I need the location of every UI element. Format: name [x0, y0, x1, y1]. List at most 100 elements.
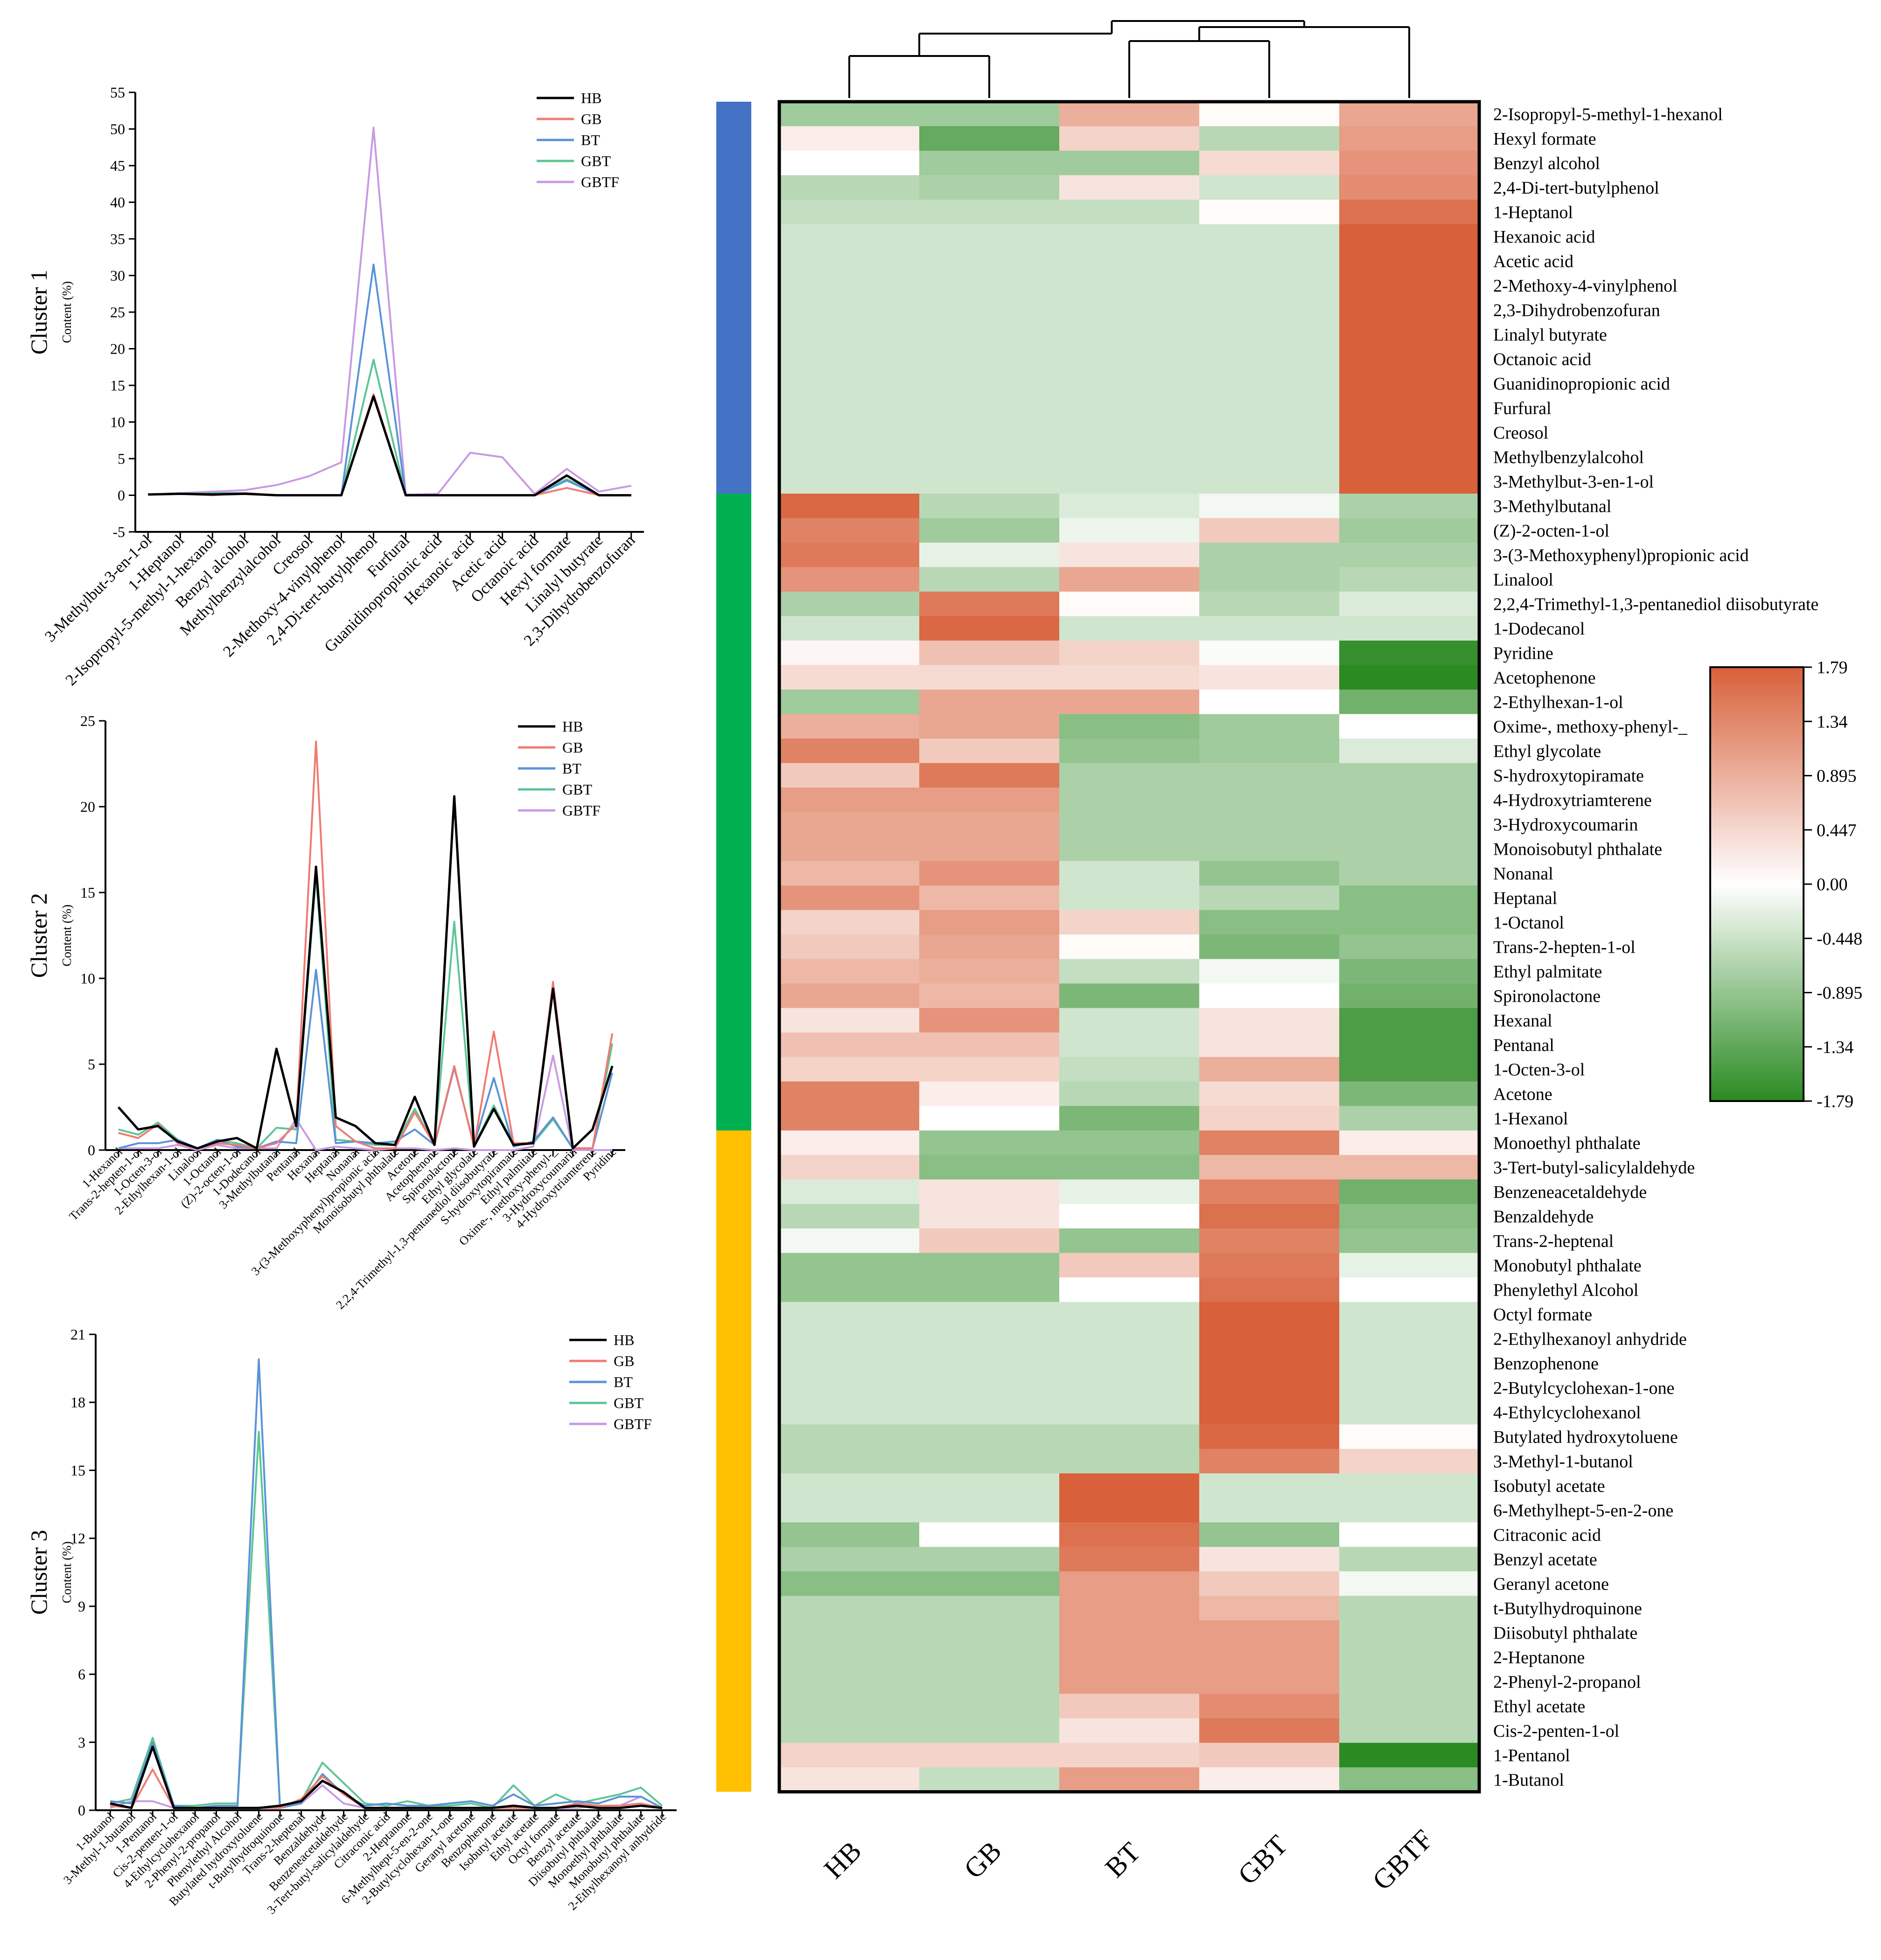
colorbar-step [1710, 909, 1804, 914]
y-tick-label: 0 [78, 1802, 85, 1819]
heatmap-cell [779, 1351, 920, 1376]
cluster-bar-segment-3 [716, 1130, 751, 1792]
colorbar-step [1710, 953, 1804, 957]
heatmap-cell [1199, 1424, 1340, 1450]
legend-label-HB: HB [581, 90, 601, 106]
series-line-GBTF [148, 126, 632, 495]
heatmap-cell [1059, 1449, 1200, 1474]
legend-label-BT: BT [562, 760, 581, 777]
colorbar-step [1710, 974, 1804, 979]
colorbar-step [1710, 1032, 1804, 1037]
heatmap-cell [1339, 1645, 1480, 1670]
heatmap-cell [779, 322, 920, 347]
row-label: Citraconic acid [1493, 1525, 1601, 1545]
heatmap-cell [1059, 347, 1200, 372]
colorbar-step [1710, 685, 1804, 690]
y-tick-label: 25 [110, 304, 125, 321]
heatmap-cell [779, 445, 920, 470]
y-tick-label: 55 [110, 84, 125, 101]
colorbar-step [1710, 1087, 1804, 1091]
heatmap-cell [919, 1522, 1060, 1548]
colorbar-step [1710, 692, 1804, 697]
heatmap-cell [1059, 886, 1200, 911]
colorbar-step [1710, 794, 1804, 798]
row-label: Geranyl acetone [1493, 1574, 1609, 1594]
colorbar-step [1710, 674, 1804, 679]
heatmap-cell [1059, 665, 1200, 690]
heatmap-cell [1339, 1081, 1480, 1107]
heatmap-cell [1339, 861, 1480, 886]
row-label: Methylbenzylalcohol [1493, 447, 1644, 467]
heatmap-cell [1199, 445, 1340, 470]
heatmap-cell [1339, 1620, 1480, 1646]
legend-label-HB: HB [614, 1332, 634, 1348]
heatmap-cell [1199, 959, 1340, 984]
heatmap-cell [1339, 322, 1480, 347]
row-label: Trans-2-heptenal [1493, 1231, 1614, 1251]
heatmap-cell [1339, 690, 1480, 715]
heatmap-cell [779, 1767, 920, 1793]
heatmap-cell [919, 1253, 1060, 1278]
heatmap-cell [779, 518, 920, 543]
heatmap-cell [919, 1596, 1060, 1621]
heatmap-cell [1059, 592, 1200, 617]
row-label: Phenylethyl Alcohol [1493, 1280, 1638, 1300]
row-label: Acetophenone [1493, 668, 1595, 688]
colorbar-step [1710, 808, 1804, 812]
heatmap-cell [1339, 1253, 1480, 1278]
legend-label-GB: GB [562, 739, 583, 756]
heatmap-cell [1199, 1571, 1340, 1597]
heatmap-cell [1339, 665, 1480, 690]
colorbar-tick-label: 1.79 [1817, 658, 1848, 677]
heatmap-cell [1059, 1400, 1200, 1425]
heatmap-cell [919, 1081, 1060, 1107]
heatmap-cell [779, 1155, 920, 1180]
cluster-label: Cluster 2 [26, 893, 52, 978]
heatmap-cell [779, 1498, 920, 1523]
heatmap-cell [1059, 1228, 1200, 1254]
heatmap-cell [779, 396, 920, 421]
colorbar-step [1710, 931, 1804, 935]
y-tick-label: 9 [78, 1598, 85, 1615]
row-label: Furfural [1493, 398, 1552, 418]
heatmap-cell [1339, 1718, 1480, 1744]
heatmap-cell [1339, 1204, 1480, 1229]
heatmap-cell [1059, 1375, 1200, 1401]
heatmap-cell [1199, 1081, 1340, 1107]
heatmap-cell [779, 1130, 920, 1156]
heatmap-cell [1059, 518, 1200, 543]
heatmap-cell [1339, 1767, 1480, 1793]
heatmap-cell [779, 175, 920, 200]
heatmap-cell [919, 1645, 1060, 1670]
y-tick-label: 10 [80, 970, 95, 987]
row-cluster-bar [716, 102, 751, 1792]
colorbar-step [1710, 1083, 1804, 1087]
heatmap-cell [919, 175, 1060, 200]
heatmap-cell [779, 1400, 920, 1425]
heatmap-cell [919, 910, 1060, 935]
line-chart-cluster-3: 0369121518211-Butanol3-Methyl-1-butanol1… [26, 1326, 677, 1917]
colorbar-step [1710, 736, 1804, 740]
heatmap-cell [1059, 543, 1200, 568]
heatmap-cell [1059, 1106, 1200, 1131]
heatmap-cell [1059, 959, 1200, 984]
colorbar-step [1710, 783, 1804, 787]
heatmap-cells [779, 102, 1480, 1793]
heatmap-cell [1059, 1008, 1200, 1033]
colorbar-step [1710, 928, 1804, 932]
heatmap-cell [919, 1473, 1060, 1499]
colorbar-step [1710, 837, 1804, 841]
heatmap-cell [1339, 151, 1480, 176]
row-label: 1-Heptanol [1493, 202, 1573, 222]
legend-label-BT: BT [581, 132, 600, 148]
heatmap-cell [1199, 1277, 1340, 1303]
heatmap-cell [1199, 1596, 1340, 1621]
heatmap-cell [1339, 1694, 1480, 1719]
legend-label-BT: BT [614, 1374, 633, 1390]
heatmap-cell [1059, 273, 1200, 298]
colorbar-step [1710, 743, 1804, 747]
heatmap-cell [1339, 249, 1480, 274]
line-chart-cluster-2: 05101520251-HexanolTrans-2-hepten-1-ol1-… [26, 712, 625, 1312]
heatmap-cell [1339, 371, 1480, 396]
row-label: Hexanal [1493, 1011, 1552, 1031]
